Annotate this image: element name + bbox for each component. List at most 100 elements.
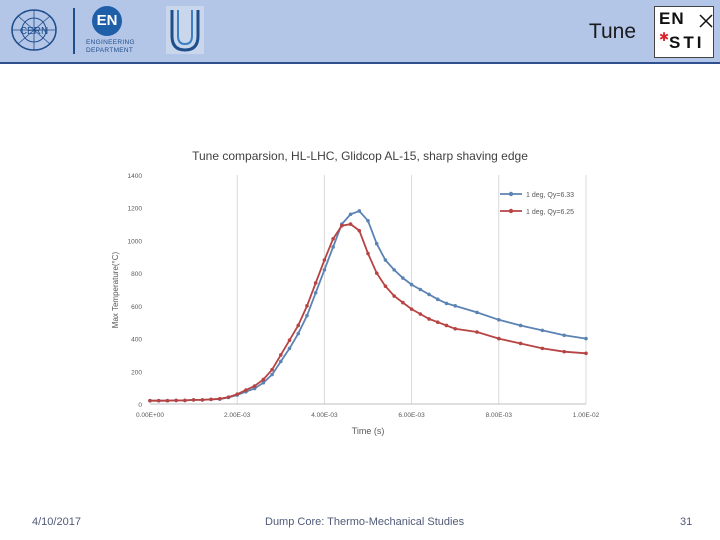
data-point-series-1 — [331, 245, 335, 249]
data-point-series-1 — [374, 241, 379, 246]
en-department-logo: EN ENGINEERING DEPARTMENT — [86, 6, 146, 58]
data-point-series-2 — [244, 388, 248, 392]
data-point-series-1 — [453, 304, 458, 308]
data-point-series-2 — [156, 398, 161, 403]
data-point-series-1 — [392, 268, 396, 272]
data-point-series-2 — [435, 320, 440, 325]
data-point-series-2 — [217, 396, 222, 401]
cern-logo: CERN — [11, 9, 57, 51]
y-tick-label: 0 — [138, 402, 142, 409]
data-point-series-2 — [418, 312, 423, 316]
header-rule — [0, 62, 720, 64]
data-point-series-2 — [392, 294, 396, 298]
data-point-series-2 — [305, 304, 309, 308]
data-point-series-2 — [322, 258, 327, 262]
data-point-series-2 — [174, 398, 178, 403]
header-bar — [0, 0, 720, 62]
footer-title: Dump Core: Thermo-Mechanical Studies — [265, 516, 465, 528]
data-point-series-2 — [148, 398, 152, 403]
data-point-series-2 — [313, 281, 318, 285]
data-point-series-1 — [279, 359, 283, 364]
data-point-series-1 — [444, 301, 449, 306]
data-point-series-2 — [331, 236, 335, 241]
data-point-series-2 — [348, 222, 353, 226]
chart-title: Tune comparsion, HL-LHC, Glidcop AL-15, … — [192, 149, 528, 163]
logo-divider — [73, 8, 75, 54]
series-line-2 — [150, 223, 587, 402]
data-point-series-2 — [409, 307, 414, 311]
data-point-series-2 — [497, 336, 501, 341]
page-number: 31 — [680, 516, 693, 528]
legend-swatch-marker — [508, 191, 514, 197]
data-point-series-1 — [357, 209, 362, 213]
y-tick-label: 800 — [131, 271, 142, 278]
series-line-1 — [150, 209, 587, 402]
en-sti-logo: EN ✱ STI — [654, 6, 714, 58]
data-point-series-2 — [279, 353, 283, 357]
data-point-series-1 — [287, 346, 292, 351]
data-point-series-1 — [540, 328, 545, 333]
data-point-series-2 — [261, 377, 266, 382]
data-point-series-1 — [584, 336, 588, 341]
data-point-series-1 — [427, 292, 431, 297]
data-point-series-2 — [366, 251, 370, 256]
en-logo-text: ENGINEERING DEPARTMENT — [86, 39, 135, 54]
x-tick-label: 1.00E-02 — [573, 412, 600, 419]
x-mark-icon — [699, 14, 713, 28]
data-point-series-1 — [562, 333, 566, 338]
x-tick-label: 0.00E+00 — [136, 412, 164, 419]
data-point-series-1 — [497, 317, 501, 322]
u-shape-logo — [166, 6, 204, 54]
star-icon: ✱ — [659, 30, 670, 44]
y-tick-label: 1000 — [128, 238, 143, 245]
data-point-series-1 — [322, 268, 327, 272]
y-tick-label: 400 — [131, 337, 142, 344]
legend-swatch-marker — [508, 208, 514, 214]
sti-logo-line1: EN — [659, 9, 685, 28]
data-point-series-1 — [296, 331, 301, 336]
data-point-series-2 — [383, 284, 388, 289]
data-point-series-2 — [540, 346, 545, 351]
data-point-series-1 — [348, 212, 353, 217]
data-point-series-1 — [418, 287, 423, 292]
data-point-series-2 — [562, 349, 566, 354]
footer-date: 4/10/2017 — [32, 516, 81, 528]
en-logo-circle: EN — [92, 6, 122, 36]
data-point-series-2 — [252, 384, 257, 388]
data-point-series-2 — [518, 341, 523, 346]
data-point-series-2 — [584, 351, 588, 356]
legend-label: 1 deg, Qy=6.33 — [526, 192, 574, 199]
x-tick-label: 6.00E-03 — [398, 412, 425, 419]
x-axis-label: Time (s) — [352, 426, 385, 436]
y-tick-label: 600 — [131, 304, 142, 311]
data-point-series-2 — [226, 395, 231, 399]
x-tick-label: 2.00E-03 — [224, 412, 251, 419]
data-point-series-1 — [518, 323, 523, 328]
y-axis-label: Max Temperature(°C) — [111, 251, 120, 328]
data-point-series-2 — [235, 392, 239, 396]
data-point-series-1 — [435, 297, 440, 302]
data-point-series-2 — [200, 398, 205, 402]
y-tick-label: 1200 — [128, 206, 143, 213]
x-tick-label: 4.00E-03 — [311, 412, 338, 419]
data-point-series-2 — [444, 323, 449, 328]
data-point-series-1 — [409, 282, 414, 287]
data-point-series-2 — [475, 330, 479, 334]
cern-logo-text: CERN — [20, 26, 48, 37]
data-point-series-1 — [475, 310, 479, 315]
data-point-series-1 — [270, 372, 274, 377]
data-point-series-2 — [270, 367, 274, 372]
data-point-series-2 — [357, 228, 362, 233]
data-point-series-1 — [305, 313, 309, 318]
data-point-series-1 — [366, 219, 370, 223]
data-point-series-2 — [183, 398, 187, 403]
data-point-series-2 — [427, 317, 431, 321]
y-tick-label: 1400 — [128, 173, 143, 180]
legend-label: 1 deg, Qy=6.25 — [526, 209, 574, 216]
data-point-series-2 — [453, 326, 458, 331]
data-point-series-2 — [191, 398, 196, 402]
data-point-series-1 — [383, 258, 388, 262]
y-tick-label: 200 — [131, 369, 142, 376]
data-point-series-1 — [261, 380, 266, 385]
